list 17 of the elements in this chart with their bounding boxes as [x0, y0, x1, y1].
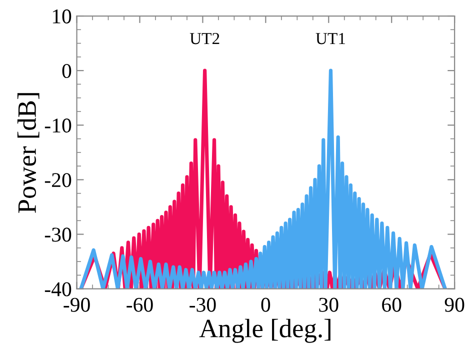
y-tick-label: -30 — [44, 228, 72, 242]
y-tick-label: -10 — [44, 118, 72, 133]
x-tick-label: 90 — [444, 298, 464, 312]
y-tick-label: -20 — [44, 173, 72, 188]
x-tick-label: -90 — [64, 298, 90, 312]
x-axis-title: Angle [deg.] — [199, 318, 330, 343]
x-tick-label: 30 — [319, 298, 338, 312]
annotation: UT1 — [316, 33, 346, 44]
y-tick-label: 10 — [52, 9, 72, 24]
y-tick-label: 0 — [62, 64, 72, 78]
x-tick-label: 60 — [382, 298, 402, 312]
x-tick-label: -30 — [190, 298, 216, 312]
y-axis-title: Power [dB] — [17, 93, 40, 213]
x-tick-label: -60 — [126, 298, 153, 312]
x-tick-label: 0 — [261, 298, 270, 312]
annotation: UT2 — [190, 32, 220, 44]
y-tick-label: -40 — [44, 282, 72, 296]
